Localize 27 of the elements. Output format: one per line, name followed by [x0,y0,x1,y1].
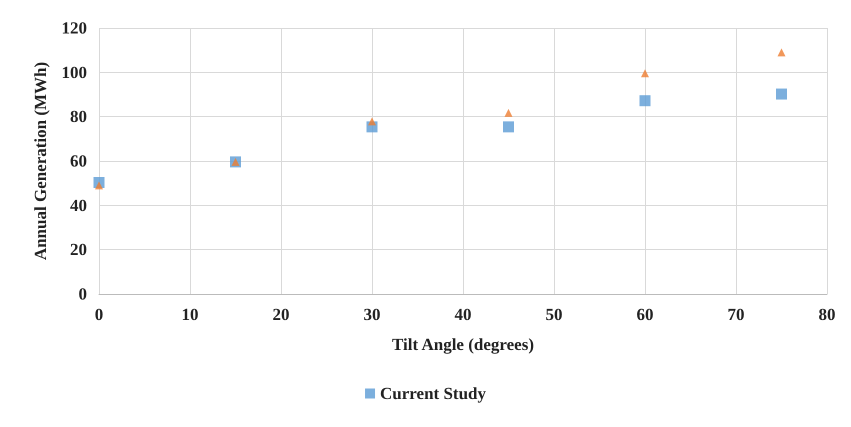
x-tick-label: 70 [728,305,744,324]
y-tick-label: 0 [78,284,87,304]
point [776,88,787,100]
x-tick-label: 60 [636,305,654,324]
point [641,69,649,78]
x-tick-label: 30 [364,305,380,324]
y-tick-label: 60 [70,152,87,170]
y-tick-label: 120 [62,18,87,38]
point [95,181,103,190]
y-tick-label: 20 [70,240,87,260]
x-tick-label: 80 [818,305,836,324]
x-tick-label: 50 [546,305,562,324]
x-tick-label: 0 [94,305,104,324]
y-tick-label: 40 [70,196,87,215]
x-axis-title: Tilt Angle (degrees) [392,335,534,354]
x-tick-label: 40 [454,305,472,324]
point [640,95,650,106]
point [504,108,512,117]
legend-label: Current Study [380,384,486,403]
x-tick-label: 10 [182,305,198,324]
y-axis-title: Annual Generation (MWh) [31,62,50,260]
y-tick-label: 100 [62,62,87,82]
point [503,121,514,132]
point [368,117,376,126]
y-tick-label: 80 [70,107,87,126]
x-tick-label: 20 [272,305,290,324]
point [778,48,786,56]
